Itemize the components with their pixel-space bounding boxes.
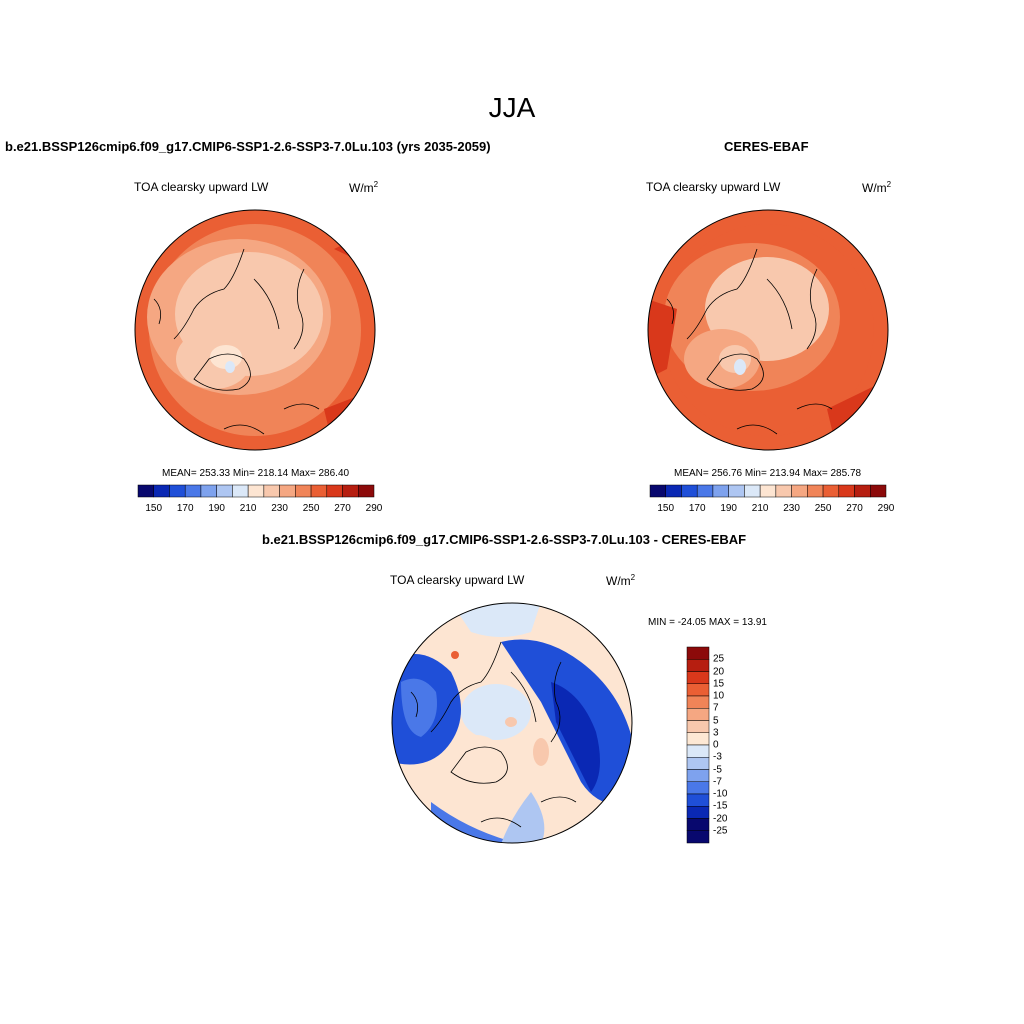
colorbar-swatch [153,484,170,498]
colorbar-swatch [184,484,202,498]
colorbar-swatch [838,484,855,498]
obs-stats: MEAN= 256.76 Min= 213.94 Max= 285.78 [674,468,862,479]
model-colorbar [137,484,375,498]
colorbar-swatch [216,484,233,498]
colorbar-swatch [649,484,666,498]
colorbar-swatch [137,484,154,498]
obs-variable-label: TOA clearsky upward LW [646,180,781,194]
colorbar-tick-label: 170 [688,503,706,514]
colorbar-tick-label: -5 [713,764,722,775]
colorbar-tick-label: 250 [814,503,832,514]
colorbar-swatch [358,484,375,498]
colorbar-swatch [295,484,312,498]
diff-colorbar [686,646,710,844]
colorbar-tick-label: 270 [846,503,863,514]
colorbar-tick-label: 3 [713,727,719,739]
colorbar-tick-label: 0 [713,739,719,751]
colorbar-tick-label: 190 [208,503,225,514]
colorbar-swatch [263,484,280,498]
colorbar-tick-label: -25 [713,825,728,837]
obs-units-label: W/m2 [862,180,892,195]
colorbar-swatch [232,484,249,498]
colorbar-swatch [169,484,186,498]
colorbar-tick-label: 20 [713,666,725,677]
colorbar-swatch [200,484,217,498]
model-colorbar-ticks: 150 170 190 210 230 250 270 290 [138,503,382,517]
colorbar-tick-label: 150 [657,503,675,514]
model-variable-label: TOA clearsky upward LW [134,180,269,194]
colorbar-swatch [279,484,296,498]
diff-stats: MIN = -24.05 MAX = 13.91 [648,617,767,628]
model-polar-map [134,209,376,451]
colorbar-swatch [759,484,777,498]
colorbar-tick-label: 25 [713,653,725,665]
colorbar-tick-label: 210 [239,503,257,514]
colorbar-swatch [791,484,808,498]
colorbar-tick-label: -3 [713,751,722,763]
colorbar-tick-label: -20 [713,813,728,824]
diff-polar-map [391,602,633,844]
colorbar-swatch [665,484,682,498]
diff-colorbar-ticks: 25 20 15 10 7 5 3 0 -3 -5 -7 -10 -15 -20 -25 [687,647,747,843]
colorbar-swatch [326,484,343,498]
obs-colorbar [649,484,887,498]
colorbar-swatch [247,484,265,498]
colorbar-tick-label: 230 [783,503,800,514]
colorbar-swatch [728,484,745,498]
obs-polar-map [647,209,889,451]
colorbar-tick-label: 270 [334,503,351,514]
colorbar-tick-label: 10 [713,690,725,702]
colorbar-tick-label: 7 [713,702,719,714]
colorbar-swatch [712,484,729,498]
colorbar-tick-label: 170 [176,503,194,514]
diff-variable-label: TOA clearsky upward LW [390,573,525,587]
colorbar-tick-label: 15 [713,678,725,690]
colorbar-swatch [807,484,824,498]
colorbar-swatch [822,484,840,498]
colorbar-tick-label: 230 [271,503,288,514]
colorbar-tick-label: 290 [877,503,895,514]
colorbar-tick-label: 250 [302,503,320,514]
colorbar-tick-label: -7 [713,776,722,788]
colorbar-tick-label: -10 [713,788,728,800]
colorbar-tick-label: 150 [145,503,163,514]
obs-colorbar-ticks: 150 170 190 210 230 250 270 290 [650,503,894,517]
colorbar-swatch [681,484,698,498]
colorbar-swatch [775,484,792,498]
colorbar-swatch [854,484,871,498]
model-stats: MEAN= 253.33 Min= 218.14 Max= 286.40 [162,468,350,479]
colorbar-tick-label: 190 [720,503,737,514]
colorbar-tick-label: 290 [365,503,383,514]
model-panel-title: b.e21.BSSP126cmip6.f09_g17.CMIP6-SSP1-2.… [5,139,491,154]
diff-panel-title: b.e21.BSSP126cmip6.f09_g17.CMIP6-SSP1-2.… [262,532,747,547]
colorbar-swatch [696,484,714,498]
colorbar-tick-label: 5 [713,715,719,726]
colorbar-swatch [310,484,328,498]
colorbar-swatch [870,484,887,498]
obs-panel-title: CERES-EBAF [724,139,809,154]
model-units-label: W/m2 [349,180,379,195]
colorbar-swatch [342,484,359,498]
colorbar-tick-label: -15 [713,800,728,812]
colorbar-swatch [744,484,761,498]
colorbar-swatch [686,830,710,844]
colorbar-tick-label: 210 [751,503,769,514]
diff-units-label: W/m2 [606,573,636,588]
season-title: JJA [488,92,536,123]
